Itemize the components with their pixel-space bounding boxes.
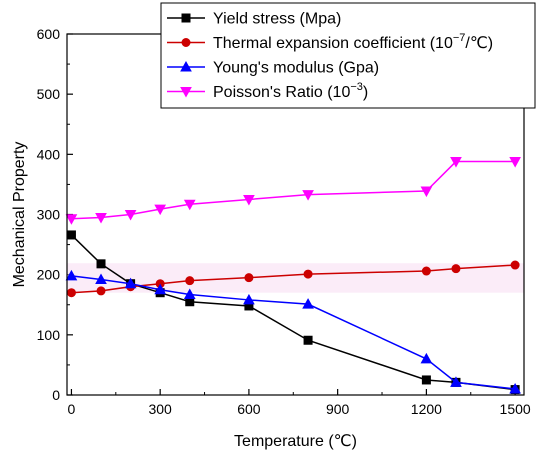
y-tick-label: 200 — [37, 267, 61, 283]
data-point — [65, 269, 78, 281]
data-point — [95, 213, 107, 224]
legend-item: Poisson's Ratio (10−3) — [167, 81, 368, 101]
data-point — [420, 352, 433, 364]
y-tick-label: 400 — [37, 146, 61, 162]
x-tick-label: 900 — [326, 401, 350, 417]
legend-label-unit: ) — [363, 84, 368, 101]
legend-label-exponent: −3 — [350, 81, 363, 93]
data-point — [95, 273, 107, 284]
data-point — [451, 264, 461, 274]
legend-marker — [180, 87, 192, 98]
x-tick-label: 0 — [68, 401, 76, 417]
legend-marker — [180, 60, 192, 72]
data-point — [96, 286, 106, 296]
series-2 — [65, 269, 521, 394]
y-tick-label: 0 — [52, 387, 60, 403]
legend-label: Thermal expansion coefficient (10−7/℃) — [213, 32, 493, 52]
series-line — [71, 160, 516, 220]
data-point — [185, 276, 195, 286]
series-0 — [66, 230, 520, 395]
x-tick-label: 600 — [237, 401, 261, 417]
x-tick-label: 1500 — [500, 401, 531, 417]
data-point — [421, 375, 431, 385]
data-point — [509, 157, 521, 168]
legend-item: Thermal expansion coefficient (10−7/℃) — [167, 32, 493, 52]
series-layer — [65, 157, 524, 395]
series-line — [71, 275, 516, 390]
legend-label-base: Poisson's Ratio (10 — [213, 84, 350, 101]
y-tick-label: 300 — [37, 207, 61, 223]
data-point — [96, 259, 106, 269]
legend-label: Young's modulus (Gpa) — [213, 60, 379, 77]
data-point — [124, 277, 137, 289]
x-tick-label: 1200 — [411, 401, 442, 417]
data-point — [124, 210, 137, 221]
data-point — [420, 186, 433, 198]
data-point — [243, 194, 255, 206]
legend-item: Yield stress (Mpa) — [167, 11, 341, 28]
data-point — [303, 335, 313, 345]
series-line — [71, 264, 516, 294]
data-point — [450, 157, 462, 168]
data-point — [66, 230, 76, 240]
legend-label: Poisson's Ratio (10−3) — [213, 81, 368, 101]
y-axis-label: Mechanical Property — [11, 142, 28, 288]
x-axis-label: Temperature (℃) — [234, 433, 357, 450]
legend: Yield stress (Mpa) Thermal expansion coef… — [160, 2, 536, 109]
legend-label: Yield stress (Mpa) — [213, 11, 341, 28]
data-point — [302, 298, 314, 309]
series-line — [70, 234, 516, 391]
data-point — [509, 382, 521, 394]
data-point — [183, 288, 196, 300]
data-point — [244, 273, 254, 283]
legend-item: Young's modulus (Gpa) — [167, 60, 379, 77]
data-point — [183, 199, 196, 211]
legend-label-base: Thermal expansion coefficient (10 — [213, 35, 453, 52]
legend-box — [160, 2, 536, 109]
y-tick-label: 100 — [37, 327, 61, 343]
data-point — [510, 260, 520, 270]
x-tick-label: 300 — [148, 401, 172, 417]
data-point — [450, 376, 462, 387]
data-point — [421, 266, 431, 276]
data-point — [66, 288, 76, 298]
y-tick-label: 500 — [37, 86, 61, 102]
series-1 — [66, 260, 520, 298]
y-tick-label: 600 — [37, 26, 61, 42]
data-point — [154, 283, 167, 295]
data-point — [303, 269, 313, 279]
data-point — [154, 204, 167, 216]
axis-ticks: 0 300 600 900 1200 1500 0 100 200 300 400 500 600 — [37, 26, 531, 417]
data-point — [243, 293, 255, 305]
series-3 — [65, 157, 521, 225]
data-point — [302, 190, 314, 201]
legend-marker — [181, 38, 191, 47]
legend-label-unit: /℃) — [465, 35, 493, 52]
data-point — [65, 214, 78, 225]
legend-marker — [181, 13, 191, 23]
legend-label-exponent: −7 — [453, 32, 466, 44]
